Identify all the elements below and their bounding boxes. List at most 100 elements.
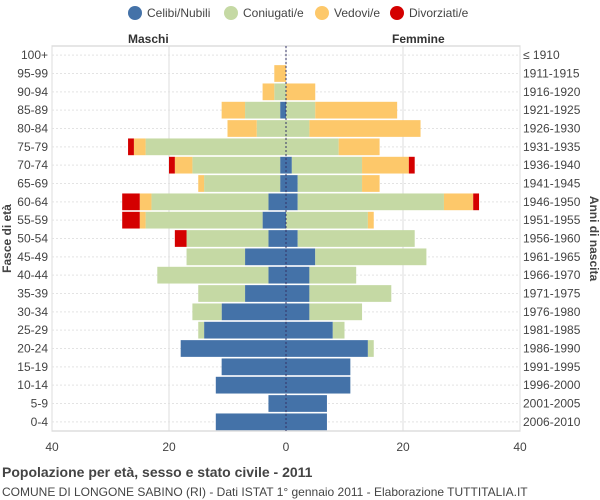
bar-female-80-84-Coniugati/e: [286, 120, 310, 137]
y-tick-label-birth-years: 2006-2010: [523, 415, 581, 429]
bar-female-75-79-Vedovi/e: [338, 138, 380, 156]
y-tick-label-age: 10-14: [17, 378, 48, 392]
x-tick-label: 20: [162, 440, 176, 454]
bar-male-10-14-Celibi/Nubili: [215, 376, 286, 394]
bar-female-60-64-Coniugati/e: [297, 193, 444, 211]
bar-male-70-74-Coniugati/e: [192, 156, 281, 174]
legend-item-divorziati: Divorziati/e: [390, 6, 468, 20]
bar-female-60-64-Celibi/Nubili: [286, 193, 298, 211]
y-tick-label-birth-years: 1981-1985: [523, 323, 581, 337]
y-tick-label-age: 35-39: [17, 287, 48, 301]
bar-female-55-59-Vedovi/e: [367, 211, 374, 229]
bar-male-70-74-Vedovi/e: [174, 156, 193, 174]
bar-female-20-24-Celibi/Nubili: [286, 340, 368, 357]
bar-female-70-74-Celibi/Nubili: [286, 156, 292, 174]
bar-male-60-64-Divorziati/e: [122, 193, 140, 211]
y-tick-label-birth-years: 1951-1955: [523, 213, 581, 227]
y-tick-label-age: 5-9: [31, 397, 49, 411]
bar-female-35-39-Celibi/Nubili: [286, 285, 310, 302]
bar-male-75-79-Coniugati/e: [145, 138, 286, 156]
bar-male-25-29-Coniugati/e: [198, 321, 205, 339]
bar-female-90-94-Vedovi/e: [286, 83, 316, 101]
y-tick-label-birth-years: 1961-1965: [523, 250, 581, 264]
bar-female-65-69-Coniugati/e: [297, 175, 363, 192]
bar-female-20-24-Coniugati/e: [367, 340, 374, 357]
bar-male-55-59-Divorziati/e: [122, 211, 140, 229]
bar-male-50-54-Divorziati/e: [174, 230, 187, 247]
bar-male-70-74-Divorziati/e: [169, 156, 175, 174]
y-tick-label-age: 95-99: [17, 67, 48, 81]
y-tick-label-age: 80-84: [17, 122, 48, 136]
bar-male-50-54-Coniugati/e: [186, 230, 269, 247]
bar-female-65-69-Celibi/Nubili: [286, 175, 298, 192]
bar-female-50-54-Celibi/Nubili: [286, 230, 298, 247]
y-tick-label-age: 45-49: [17, 250, 48, 264]
bar-male-85-89-Celibi/Nubili: [280, 101, 286, 119]
footer-title: Popolazione per età, sesso e stato civil…: [2, 464, 313, 480]
bar-male-65-69-Coniugati/e: [204, 175, 281, 192]
bar-male-60-64-Vedovi/e: [139, 193, 152, 211]
x-tick-label: 20: [396, 440, 410, 454]
legend-label-divorziati: Divorziati/e: [409, 6, 469, 20]
legend-dot-celibi-icon: [128, 6, 142, 20]
y-tick-label-age: 25-29: [17, 323, 48, 337]
bar-male-75-79-Vedovi/e: [133, 138, 146, 156]
legend-dot-coniugati-icon: [224, 6, 238, 20]
bar-male-90-94-Coniugati/e: [274, 83, 286, 101]
x-tick-label: 40: [45, 440, 59, 454]
y-tick-label-birth-years: 1991-1995: [523, 360, 581, 374]
y-tick-label-age: 55-59: [17, 213, 48, 227]
bar-female-40-44-Coniugati/e: [309, 266, 357, 284]
bar-male-55-59-Celibi/Nubili: [262, 211, 286, 229]
y-tick-label-age: 75-79: [17, 140, 48, 154]
legend-dot-divorziati-icon: [390, 6, 404, 20]
y-tick-label-age: 60-64: [17, 195, 48, 209]
bar-female-65-69-Vedovi/e: [362, 175, 380, 192]
bar-female-45-49-Coniugati/e: [315, 248, 427, 266]
y-tick-label-age: 40-44: [17, 268, 48, 282]
population-pyramid-chart: 40 20 0 20 40 100+ ≤ 1910 95-99 1911-1915 90-94 19…: [0, 45, 600, 454]
bar-female-0-4-Celibi/Nubili: [286, 413, 327, 431]
bar-male-5-9-Celibi/Nubili: [268, 395, 286, 412]
bar-male-15-19-Celibi/Nubili: [221, 358, 286, 376]
y-tick-label-birth-years: 1986-1990: [523, 342, 581, 356]
legend-dot-vedovi-icon: [315, 6, 329, 20]
bar-male-65-69-Celibi/Nubili: [280, 175, 286, 192]
bar-male-70-74-Celibi/Nubili: [280, 156, 286, 174]
bar-female-30-34-Celibi/Nubili: [286, 303, 310, 321]
bar-male-85-89-Coniugati/e: [245, 101, 281, 119]
bar-male-45-49-Celibi/Nubili: [245, 248, 286, 266]
legend-label-vedovi: Vedovi/e: [334, 6, 381, 20]
y-tick-label-birth-years: 1996-2000: [523, 378, 581, 392]
y-axis-title-right: Anni di nascita: [587, 196, 600, 282]
y-tick-label-birth-years: 2001-2005: [523, 397, 581, 411]
bar-male-45-49-Coniugati/e: [186, 248, 246, 266]
y-axis-title-left: Fasce di età: [0, 204, 14, 273]
bar-female-75-79-Coniugati/e: [286, 138, 339, 156]
bar-male-80-84-Vedovi/e: [227, 120, 257, 137]
bar-male-35-39-Celibi/Nubili: [245, 285, 286, 302]
bar-male-60-64-Celibi/Nubili: [268, 193, 286, 211]
bar-male-0-4-Celibi/Nubili: [215, 413, 286, 431]
bar-female-10-14-Celibi/Nubili: [286, 376, 351, 394]
y-tick-label-birth-years: 1971-1975: [523, 287, 581, 301]
bar-female-25-29-Coniugati/e: [332, 321, 345, 339]
x-tick-label: 40: [513, 440, 527, 454]
y-tick-label-birth-years: 1931-1935: [523, 140, 581, 154]
bar-female-70-74-Divorziati/e: [408, 156, 415, 174]
bar-male-75-79-Divorziati/e: [128, 138, 134, 156]
bar-male-25-29-Celibi/Nubili: [204, 321, 286, 339]
bar-female-45-49-Celibi/Nubili: [286, 248, 316, 266]
y-tick-label-age: 50-54: [17, 232, 48, 246]
y-tick-label-birth-years: 1926-1930: [523, 122, 581, 136]
axis-layer: 40 20 0 20 40 100+ ≤ 1910 95-99 1911-1915 90-94 19…: [0, 46, 600, 454]
y-tick-label-birth-years: 1936-1940: [523, 158, 581, 172]
bar-female-15-19-Celibi/Nubili: [286, 358, 351, 376]
bar-male-90-94-Vedovi/e: [262, 83, 275, 101]
y-tick-label-age: 85-89: [17, 103, 48, 117]
y-tick-label-age: 0-4: [31, 415, 49, 429]
legend-label-coniugati: Coniugati/e: [243, 6, 304, 20]
legend-label-celibi: Celibi/Nubili: [147, 6, 211, 20]
bar-female-80-84-Vedovi/e: [309, 120, 421, 137]
y-tick-label-birth-years: ≤ 1910: [523, 48, 560, 62]
